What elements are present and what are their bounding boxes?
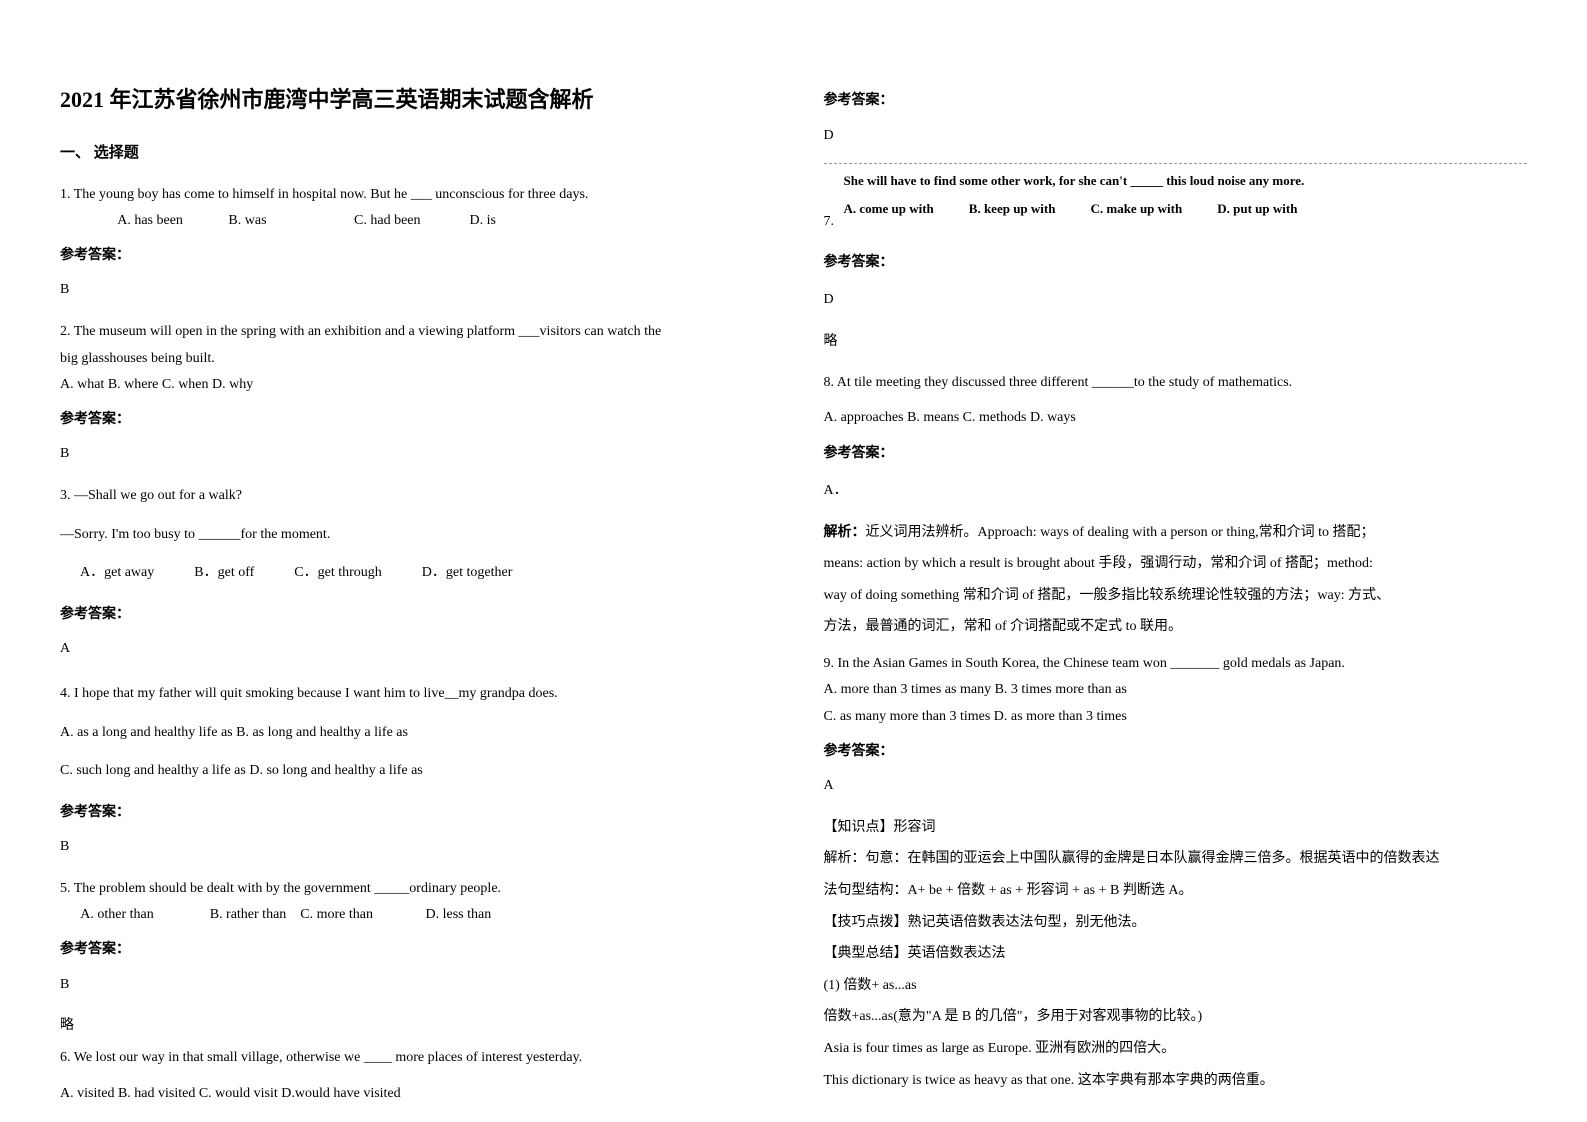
document-title: 2021 年江苏省徐州市鹿湾中学高三英语期末试题含解析 (60, 80, 764, 120)
answer-label: 参考答案： (60, 602, 764, 629)
question-options: A. come up with B. keep up with C. make … (824, 197, 1528, 222)
question-block: 4. I hope that my father will quit smoki… (60, 681, 764, 861)
question-options-row2: C. as many more than 3 times D. as more … (824, 704, 1528, 731)
option-d: D．get together (422, 560, 513, 587)
explanation-text: 方法，最普通的词汇，常和 of 介词搭配或不定式 to 联用。 (824, 614, 1528, 641)
question-text: 6. We lost our way in that small village… (60, 1045, 764, 1072)
answer-label: 参考答案： (60, 937, 764, 964)
question-text: —Sorry. I'm too busy to ______for the mo… (60, 522, 764, 549)
question-text: 4. I hope that my father will quit smoki… (60, 681, 764, 708)
question-options-row2: C. such long and healthy a life as D. so… (60, 758, 764, 785)
knowledge-point: 【知识点】形容词 (824, 815, 1528, 842)
answer-note: 略 (824, 329, 1528, 356)
explain-text: 近义词用法辨析。Approach: ways of dealing with a… (866, 525, 1375, 540)
question-options: A. visited B. had visited C. would visit… (60, 1081, 764, 1108)
answer-label: 参考答案： (824, 250, 1528, 277)
analysis-text: 解析：句意：在韩国的亚运会上中国队赢得的金牌是日本队赢得金牌三倍多。根据英语中的… (824, 846, 1528, 873)
question-block: 1. The young boy has come to himself in … (60, 182, 764, 304)
question-options: A. what B. where C. when D. why (60, 372, 764, 399)
answer-value: A (60, 636, 764, 663)
answer-label: 参考答案： (60, 243, 764, 270)
example-text: This dictionary is twice as heavy as tha… (824, 1068, 1528, 1095)
answer-label: 参考答案： (60, 800, 764, 827)
question-options: A．get away B．get off C．get through D．get… (60, 560, 764, 587)
answer-value: A (824, 773, 1528, 800)
answer-value: D (824, 287, 1528, 314)
option-a: A．get away (80, 560, 154, 587)
question-text: 1. The young boy has come to himself in … (60, 182, 764, 209)
tip-text: 【技巧点拨】熟记英语倍数表达法句型，别无他法。 (824, 910, 1528, 937)
boxed-content: She will have to find some other work, f… (824, 163, 1528, 221)
option-c: C. make up with (1090, 197, 1182, 222)
question-options-row1: A. as a long and healthy life as B. as l… (60, 720, 764, 747)
question-text: 2. The museum will open in the spring wi… (60, 319, 764, 346)
answer-value: A． (824, 478, 1528, 505)
question-block: 6. We lost our way in that small village… (60, 1045, 764, 1108)
question-options: A. other than B. rather than C. more tha… (60, 902, 764, 929)
answer-label: 参考答案： (824, 441, 1528, 468)
answer-note: 略 (60, 1013, 764, 1040)
question-block: 5. The problem should be dealt with by t… (60, 876, 764, 1040)
option-a: A. come up with (844, 197, 934, 222)
question-text: 3. —Shall we go out for a walk? (60, 483, 764, 510)
question-block: 3. —Shall we go out for a walk? —Sorry. … (60, 483, 764, 663)
answer-value: B (60, 972, 764, 999)
question-text: 9. In the Asian Games in South Korea, th… (824, 651, 1528, 678)
question-text: 8. At tile meeting they discussed three … (824, 370, 1528, 397)
left-column: 2021 年江苏省徐州市鹿湾中学高三英语期末试题含解析 一、 选择题 1. Th… (60, 80, 764, 1042)
option-c: C．get through (294, 560, 382, 587)
question-block: 9. In the Asian Games in South Korea, th… (824, 651, 1528, 1094)
answer-value: B (60, 277, 764, 304)
question-options-row1: A. more than 3 times as many B. 3 times … (824, 677, 1528, 704)
right-column: 参考答案： D She will have to find some other… (824, 80, 1528, 1042)
question-text: 5. The problem should be dealt with by t… (60, 876, 764, 903)
option-b: B. keep up with (969, 197, 1056, 222)
answer-value: B (60, 834, 764, 861)
answer-label: 参考答案： (60, 407, 764, 434)
section-header: 一、 选择题 (60, 140, 764, 167)
explanation: 解析：近义词用法辨析。Approach: ways of dealing wit… (824, 520, 1528, 547)
question-block: 8. At tile meeting they discussed three … (824, 370, 1528, 641)
example-text: Asia is four times as large as Europe. 亚… (824, 1036, 1528, 1063)
analysis-text: 法句型结构：A+ be + 倍数 + as + 形容词 + as + B 判断选… (824, 878, 1528, 905)
option-b: B．get off (194, 560, 254, 587)
question-text: She will have to find some other work, f… (824, 169, 1528, 194)
pattern-text: (1) 倍数+ as...as (824, 973, 1528, 1000)
explanation-text: means: action by which a result is broug… (824, 551, 1528, 578)
answer-label: 参考答案： (824, 88, 1528, 113)
answer-value: D (824, 123, 1528, 148)
explanation-text: way of doing something 常和介词 of 搭配，一般多指比较… (824, 583, 1528, 610)
question-text: big glasshouses being built. (60, 346, 764, 373)
question-block: 2. The museum will open in the spring wi… (60, 319, 764, 468)
option-d: D. put up with (1217, 197, 1297, 222)
pattern-text: 倍数+as...as(意为"A 是 B 的几倍"，多用于对客观事物的比较。) (824, 1004, 1528, 1031)
question-block: She will have to find some other work, f… (824, 163, 1528, 355)
question-options: A. approaches B. means C. methods D. way… (824, 405, 1528, 432)
answer-value: B (60, 441, 764, 468)
answer-label: 参考答案： (824, 739, 1528, 766)
summary-text: 【典型总结】英语倍数表达法 (824, 941, 1528, 968)
explain-label: 解析： (824, 525, 866, 540)
question-options: A. has been B. was C. had been D. is (60, 208, 764, 235)
